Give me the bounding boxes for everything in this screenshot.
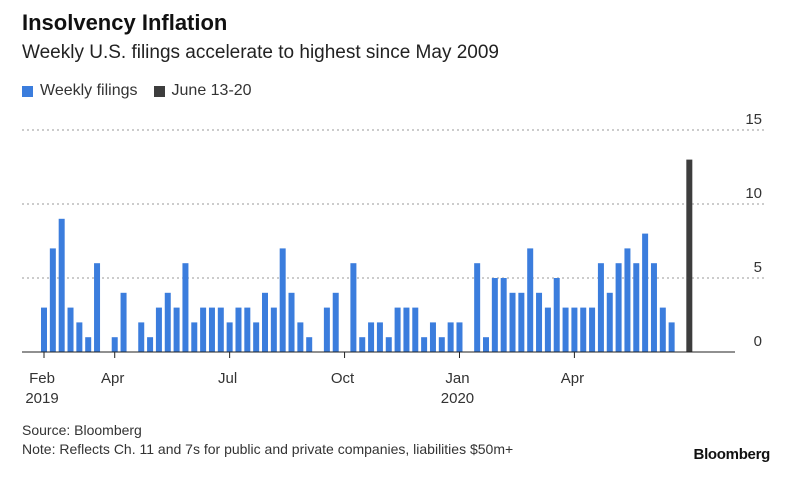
bar-weekly: [49, 248, 56, 352]
bar-weekly: [571, 307, 578, 352]
bar-weekly: [438, 337, 445, 352]
bar-june-13-20: [686, 159, 693, 352]
bar-weekly: [376, 322, 383, 352]
x-tick-label-apr: Apr: [561, 370, 584, 387]
bar-weekly: [279, 248, 286, 352]
bar-weekly: [147, 337, 154, 352]
bar-weekly: [332, 292, 339, 352]
bar-weekly: [606, 292, 613, 352]
bar-weekly: [262, 292, 268, 352]
x-tick-label-jan: Jan: [445, 370, 469, 387]
bar-weekly: [350, 263, 357, 352]
x-tick-label-feb: Feb: [29, 370, 55, 387]
bar-weekly: [270, 307, 277, 352]
bar-weekly: [306, 337, 313, 352]
x-tick-label-oct: Oct: [331, 370, 355, 387]
bar-weekly: [138, 322, 145, 352]
x-tick-year-2019: 2019: [25, 390, 58, 407]
bar-weekly: [421, 337, 428, 352]
x-tick-label-jul: Jul: [218, 370, 237, 387]
bar-weekly: [580, 307, 587, 352]
bar-weekly: [58, 218, 65, 352]
source-text: Source: Bloomberg: [22, 422, 142, 438]
bar-weekly: [429, 322, 436, 352]
bar-weekly: [562, 307, 569, 352]
bar-weekly: [633, 263, 640, 352]
legend-item-weekly: Weekly filings: [22, 82, 138, 100]
bar-weekly: [368, 322, 375, 352]
bar-weekly: [394, 307, 401, 352]
bloomberg-logo: Bloomberg: [693, 446, 771, 463]
bar-weekly: [385, 337, 392, 352]
legend-item-june: June 13-20: [153, 82, 252, 100]
bar-weekly: [553, 278, 560, 352]
bar-weekly: [597, 263, 604, 352]
bar-weekly: [182, 263, 189, 352]
bar-weekly: [208, 307, 215, 352]
x-tick-label-apr: Apr: [101, 370, 124, 387]
legend-label-june: June 13-20: [171, 82, 252, 99]
bar-weekly: [217, 307, 224, 352]
bar-weekly: [94, 263, 101, 352]
bar-weekly: [200, 307, 207, 352]
bar-weekly: [527, 248, 534, 352]
bar-weekly: [500, 278, 507, 352]
bar-weekly: [226, 322, 233, 352]
bar-weekly: [297, 322, 304, 352]
bar-weekly: [76, 322, 83, 352]
bar-weekly: [244, 307, 251, 352]
bar-weekly: [624, 248, 631, 352]
bar-weekly: [403, 307, 410, 352]
chart-subtitle: Weekly U.S. filings accelerate to highes…: [22, 42, 499, 63]
y-tick-label-15: 15: [745, 111, 762, 128]
bar-weekly: [474, 263, 481, 352]
bar-weekly: [650, 263, 657, 352]
bar-weekly: [67, 307, 74, 352]
bar-weekly: [659, 307, 666, 352]
bar-weekly: [173, 307, 180, 352]
bar-weekly: [544, 307, 551, 352]
bar-weekly: [447, 322, 454, 352]
legend: Weekly filings June 13-20: [22, 82, 268, 100]
bar-weekly: [235, 307, 242, 352]
bar-weekly: [164, 292, 171, 352]
bar-weekly: [642, 233, 649, 352]
y-tick-label-10: 10: [745, 185, 762, 202]
bar-weekly: [509, 292, 516, 352]
note-text: Note: Reflects Ch. 11 and 7s for public …: [22, 441, 514, 457]
y-tick-label-5: 5: [754, 259, 762, 276]
y-tick-label-0: 0: [754, 333, 762, 350]
bar-weekly: [41, 307, 47, 352]
bar-weekly: [111, 337, 118, 352]
bar-weekly: [155, 307, 162, 352]
bar-weekly: [589, 307, 596, 352]
bar-weekly: [456, 322, 463, 352]
bar-weekly: [120, 292, 127, 352]
bar-weekly: [253, 322, 260, 352]
bar-weekly: [323, 307, 330, 352]
legend-swatch-june: [153, 85, 165, 97]
x-tick-year-2020: 2020: [441, 390, 474, 407]
bar-weekly: [518, 292, 525, 352]
bar-weekly: [359, 337, 366, 352]
bar-weekly: [85, 337, 92, 352]
bar-weekly: [288, 292, 295, 352]
bar-weekly: [615, 263, 622, 352]
legend-label-weekly: Weekly filings: [40, 82, 138, 99]
bar-weekly: [412, 307, 419, 352]
bar-weekly: [491, 278, 498, 352]
bar-weekly: [536, 292, 543, 352]
bar-weekly: [191, 322, 198, 352]
chart-title: Insolvency Inflation: [22, 10, 228, 35]
bar-weekly: [668, 322, 675, 352]
bar-weekly: [483, 337, 489, 352]
legend-swatch-weekly: [22, 85, 33, 97]
